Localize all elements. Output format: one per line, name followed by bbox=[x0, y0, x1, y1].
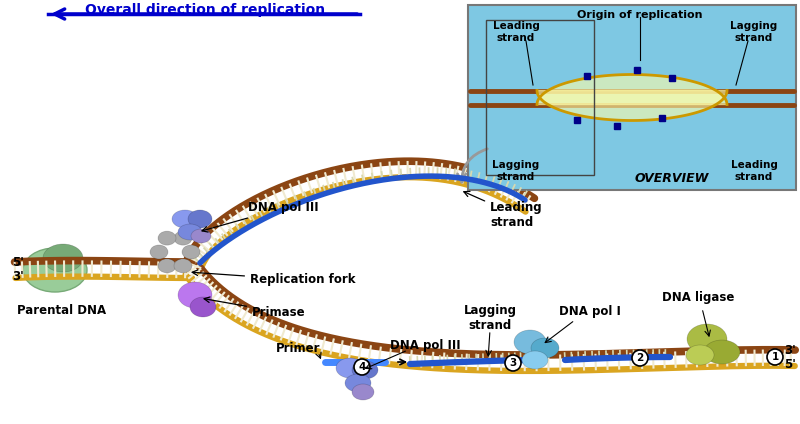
Text: Origin of replication: Origin of replication bbox=[578, 10, 702, 20]
Text: DNA pol III: DNA pol III bbox=[390, 338, 460, 351]
Text: 1: 1 bbox=[771, 352, 778, 362]
Text: Replication fork: Replication fork bbox=[192, 270, 355, 287]
Ellipse shape bbox=[178, 282, 212, 308]
Text: Leading
strand: Leading strand bbox=[730, 160, 778, 182]
Text: 5': 5' bbox=[12, 256, 24, 268]
Ellipse shape bbox=[686, 345, 714, 365]
Text: Lagging
strand: Lagging strand bbox=[730, 21, 778, 42]
Ellipse shape bbox=[23, 248, 87, 292]
Text: Overall direction of replication: Overall direction of replication bbox=[85, 3, 325, 17]
Ellipse shape bbox=[704, 340, 740, 364]
Text: 5': 5' bbox=[784, 357, 796, 371]
Text: 3': 3' bbox=[784, 343, 796, 357]
Text: Primase: Primase bbox=[204, 297, 306, 318]
Bar bbox=[486, 20, 594, 175]
Text: 3: 3 bbox=[510, 358, 517, 368]
Ellipse shape bbox=[531, 338, 559, 358]
Ellipse shape bbox=[158, 259, 176, 273]
Text: 2: 2 bbox=[636, 353, 644, 363]
Circle shape bbox=[767, 349, 783, 365]
Text: OVERVIEW: OVERVIEW bbox=[635, 172, 709, 185]
Ellipse shape bbox=[191, 229, 211, 243]
Ellipse shape bbox=[174, 231, 192, 245]
Circle shape bbox=[505, 355, 521, 371]
Text: 4: 4 bbox=[358, 362, 366, 372]
Ellipse shape bbox=[352, 361, 378, 379]
Ellipse shape bbox=[178, 224, 202, 240]
Circle shape bbox=[354, 359, 370, 375]
Text: Leading
strand: Leading strand bbox=[493, 21, 539, 42]
Text: Parental DNA: Parental DNA bbox=[18, 304, 106, 316]
Polygon shape bbox=[537, 75, 727, 104]
Ellipse shape bbox=[352, 384, 374, 400]
Ellipse shape bbox=[514, 330, 546, 354]
Ellipse shape bbox=[158, 231, 176, 245]
Ellipse shape bbox=[190, 297, 216, 317]
Ellipse shape bbox=[182, 245, 200, 259]
Polygon shape bbox=[537, 90, 727, 120]
Text: DNA ligase: DNA ligase bbox=[662, 292, 734, 304]
Text: Leading
strand: Leading strand bbox=[464, 191, 542, 229]
Text: Lagging
strand: Lagging strand bbox=[492, 160, 540, 182]
Ellipse shape bbox=[174, 259, 192, 273]
Text: 3': 3' bbox=[12, 270, 24, 282]
Text: Lagging
strand: Lagging strand bbox=[463, 304, 517, 332]
Ellipse shape bbox=[687, 324, 727, 354]
Ellipse shape bbox=[336, 358, 364, 378]
Text: Primer: Primer bbox=[276, 341, 320, 354]
Ellipse shape bbox=[43, 244, 83, 272]
Text: DNA pol III: DNA pol III bbox=[202, 201, 318, 232]
Ellipse shape bbox=[150, 245, 168, 259]
Ellipse shape bbox=[172, 210, 198, 228]
Ellipse shape bbox=[522, 351, 548, 369]
Ellipse shape bbox=[188, 210, 212, 228]
Bar bbox=[468, 5, 796, 190]
Text: DNA pol I: DNA pol I bbox=[559, 306, 621, 318]
Ellipse shape bbox=[345, 374, 371, 392]
Circle shape bbox=[632, 350, 648, 366]
